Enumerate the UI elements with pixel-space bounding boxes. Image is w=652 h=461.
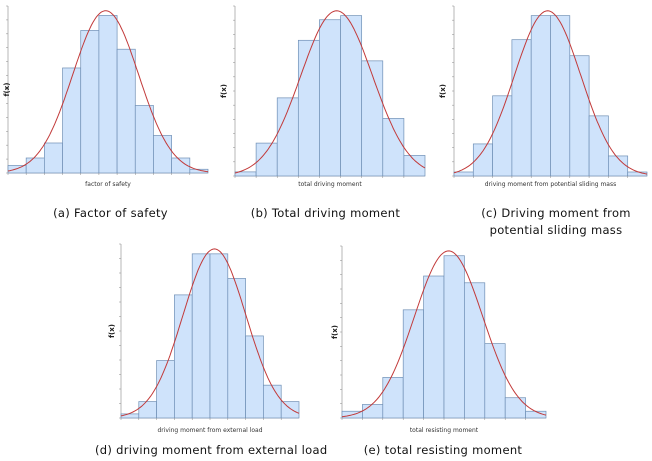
y-axis-label: f(x) — [108, 324, 116, 338]
histogram-bar — [608, 155, 629, 177]
histogram-bar — [280, 401, 300, 419]
histogram-bar — [62, 67, 82, 174]
caption-c: (c) Driving moment from potential slidin… — [466, 205, 646, 239]
histogram-bar — [245, 335, 264, 419]
histogram-bar — [484, 343, 506, 419]
chart-panel-b: f(x) total driving moment — [215, 0, 433, 196]
histogram-bar — [550, 15, 571, 177]
normal-fit-curve — [453, 10, 648, 175]
histogram-bar — [382, 118, 405, 177]
histogram-bar — [7, 165, 27, 174]
caption-d: (d) driving moment from external load — [95, 443, 328, 457]
x-axis-label: driving moment from potential sliding ma… — [485, 181, 617, 188]
histogram-bar — [443, 255, 465, 419]
histogram-bar — [156, 360, 175, 419]
chart-a-plot: f(x) factor of safety — [3, 5, 209, 188]
histogram-bar — [464, 282, 486, 419]
x-axis-label: total resisting moment — [410, 427, 479, 434]
histogram-bar — [120, 413, 140, 419]
histogram-bar — [44, 142, 63, 174]
histogram-bar — [423, 275, 445, 419]
chart-panel-c: f(x) driving moment from potential slidin… — [434, 0, 652, 196]
histogram-bar — [319, 19, 341, 177]
histogram-bar — [297, 39, 320, 177]
chart-panel-d: f(x) driving moment from external load — [103, 240, 303, 440]
histogram-bar — [382, 377, 404, 419]
normal-fit-curve — [234, 10, 426, 174]
histogram-bar — [588, 115, 609, 177]
histogram-bar — [80, 30, 100, 174]
chart-b-plot: f(x) total driving moment — [220, 5, 426, 188]
histogram-bar — [209, 253, 229, 419]
y-axis-label: f(x) — [3, 83, 11, 97]
normal-fit-curve — [341, 250, 547, 418]
normal-fit-curve — [120, 248, 300, 417]
histogram-bar — [227, 278, 246, 419]
x-axis-label: driving moment from external load — [157, 427, 262, 434]
histogram-bar — [171, 157, 191, 174]
histogram-bar — [134, 105, 154, 174]
caption-c-line-1: (c) Driving moment from — [481, 206, 631, 220]
histogram-bar — [116, 48, 136, 174]
chart-d-plot: f(x) driving moment from external load — [108, 243, 300, 434]
histogram-bar — [403, 155, 426, 177]
caption-c-line-2: potential sliding mass — [489, 223, 623, 237]
x-axis-label: factor of safety — [85, 181, 131, 188]
caption-e: (e) total resisting moment — [363, 443, 523, 457]
histogram-bar — [138, 401, 157, 419]
histogram-bar — [362, 404, 384, 419]
chart-panel-e: f(x) total resisting moment — [326, 240, 552, 440]
x-axis-label: total driving moment — [298, 181, 362, 188]
histogram-bar — [530, 15, 551, 177]
histogram-bar — [263, 384, 282, 419]
caption-b: (b) Total driving moment — [250, 206, 401, 220]
histogram-bar — [627, 171, 648, 177]
histogram-bar — [98, 15, 118, 174]
histogram-bar — [153, 135, 172, 174]
histogram-bar — [361, 60, 384, 177]
histogram-bar — [402, 309, 424, 419]
normal-fit-curve — [7, 10, 209, 173]
histogram-bar — [189, 168, 209, 174]
histogram-bar — [25, 157, 45, 174]
caption-a: (a) Factor of safety — [53, 206, 168, 220]
chart-panel-a: f(x) factor of safety — [0, 0, 215, 196]
histogram-bar — [492, 95, 513, 177]
chart-c-plot: f(x) driving moment from potential slidin… — [439, 5, 648, 188]
chart-e-plot: f(x) total resisting moment — [331, 245, 547, 434]
histogram-bar — [453, 171, 474, 177]
y-axis-label: f(x) — [439, 84, 447, 98]
histogram-bar — [504, 397, 526, 419]
y-axis-label: f(x) — [220, 84, 228, 98]
y-axis-label: f(x) — [331, 325, 339, 339]
histogram-bar — [569, 55, 590, 177]
histogram-bar — [511, 39, 532, 177]
